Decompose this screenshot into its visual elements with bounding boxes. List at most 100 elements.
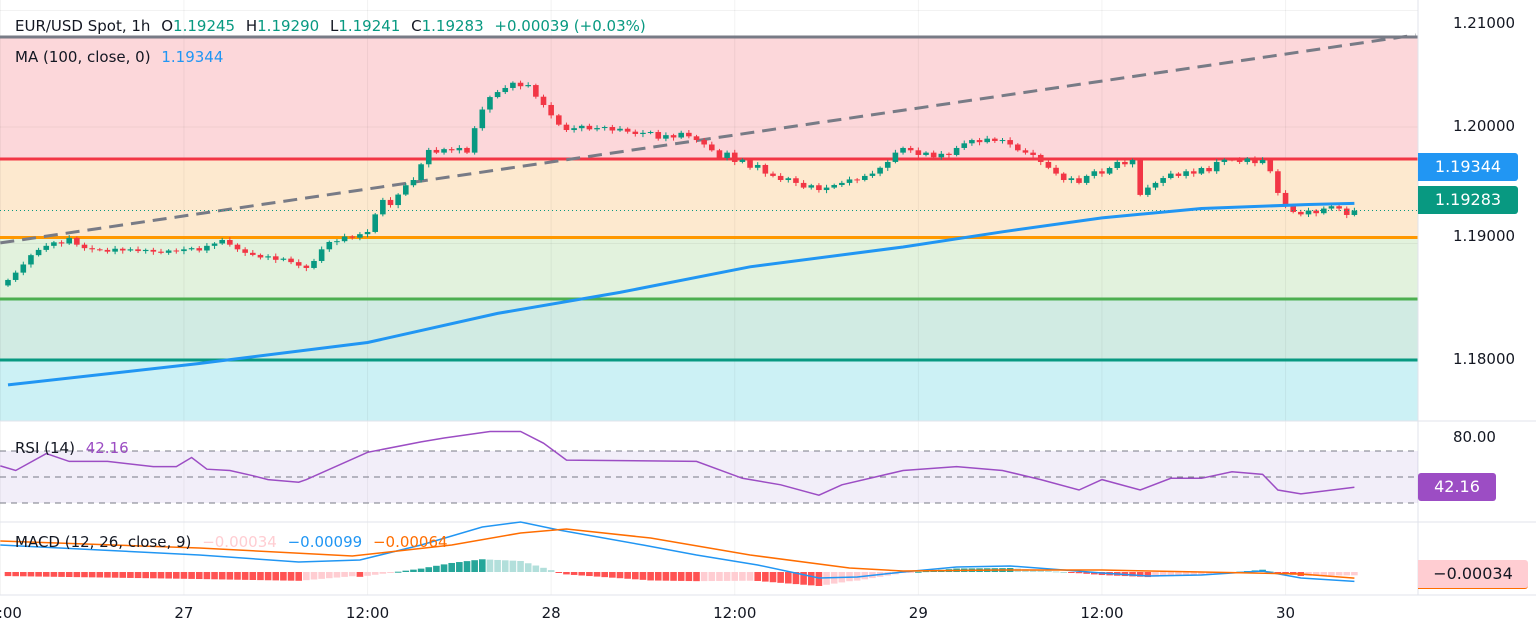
candle-body bbox=[288, 258, 294, 263]
candle-body bbox=[946, 153, 952, 155]
candle-body bbox=[89, 248, 95, 250]
candle-body bbox=[127, 249, 134, 251]
macd-histogram-bar bbox=[1198, 572, 1205, 576]
macd-histogram-bar bbox=[769, 572, 777, 583]
macd-histogram-bar bbox=[815, 572, 823, 586]
candle-body bbox=[112, 248, 118, 252]
candle-body bbox=[196, 248, 203, 251]
candle-body bbox=[1343, 208, 1350, 215]
macd-histogram-bar bbox=[295, 572, 302, 581]
candle-body bbox=[686, 132, 692, 137]
candle-body bbox=[173, 250, 180, 252]
candle-body bbox=[433, 149, 440, 153]
macd-histogram-bar bbox=[807, 572, 815, 586]
macd-histogram-bar bbox=[647, 572, 654, 581]
candle-body bbox=[227, 240, 233, 245]
candle-body bbox=[640, 132, 646, 134]
candle-body bbox=[563, 124, 570, 131]
candle-body bbox=[601, 127, 608, 129]
candle-body bbox=[357, 234, 363, 238]
time-tick: 30 bbox=[1276, 604, 1296, 622]
rsi-value-tag: 42.16 bbox=[1418, 473, 1496, 501]
candle-body bbox=[364, 231, 371, 235]
macd-histogram-bar bbox=[1152, 572, 1159, 577]
macd-histogram-bar bbox=[524, 563, 532, 572]
candle-body bbox=[341, 236, 348, 242]
macd-histogram-bar bbox=[241, 572, 249, 580]
time-tick: 12:00 bbox=[713, 604, 757, 622]
macd-histogram-bar bbox=[318, 572, 325, 579]
candle-body bbox=[1007, 140, 1013, 145]
macd-legend[interactable]: MACD (12, 26, close, 9) −0.00034 −0.0009… bbox=[15, 533, 454, 551]
macd-histogram-bar bbox=[616, 572, 624, 579]
macd-histogram-bar bbox=[1144, 572, 1152, 578]
candle-body bbox=[1145, 187, 1151, 195]
macd-histogram-bar bbox=[723, 572, 731, 581]
macd-histogram-bar bbox=[540, 567, 547, 572]
candle-body bbox=[28, 255, 34, 265]
macd-histogram-bar bbox=[677, 572, 685, 581]
time-tick: 27 bbox=[174, 604, 194, 622]
candle-body bbox=[349, 236, 356, 238]
macd-histogram-bar bbox=[915, 571, 922, 573]
candle-body bbox=[1267, 159, 1274, 172]
ma100-line bbox=[7, 201, 1355, 387]
candle-body bbox=[502, 87, 509, 93]
candle-body bbox=[58, 242, 65, 244]
ma-value: 1.19344 bbox=[161, 48, 224, 66]
macd-histogram-bar bbox=[448, 562, 455, 572]
candle-body bbox=[747, 159, 753, 168]
candle-body bbox=[35, 249, 42, 256]
macd-histogram-bar bbox=[341, 572, 348, 577]
candle-body bbox=[1083, 175, 1090, 183]
macd-histogram-bar bbox=[50, 572, 58, 577]
candle-body bbox=[1321, 208, 1327, 214]
ma-legend[interactable]: MA (100, close, 0) 1.19344 bbox=[15, 48, 229, 66]
macd-histogram-bar bbox=[394, 571, 402, 573]
macd-histogram-bar bbox=[1175, 572, 1182, 576]
candle-body bbox=[97, 249, 103, 251]
candle-body bbox=[43, 245, 50, 250]
candle-body bbox=[884, 161, 891, 168]
macd-histogram-bar bbox=[1320, 572, 1328, 576]
candle-body bbox=[1030, 152, 1036, 155]
macd-histogram-bar bbox=[547, 570, 555, 572]
candle-body bbox=[938, 153, 945, 158]
macd-histogram-bar bbox=[662, 572, 670, 581]
ohlc-high: H1.19290 bbox=[246, 17, 319, 35]
macd-histogram-bar bbox=[1205, 572, 1213, 575]
macd-histogram-bar bbox=[1136, 572, 1144, 577]
macd-histogram-bar bbox=[226, 572, 234, 580]
macd-histogram-bar bbox=[555, 572, 563, 573]
candle-body bbox=[739, 159, 746, 162]
candle-body bbox=[1336, 206, 1342, 209]
candle-body bbox=[81, 244, 88, 249]
candle-body bbox=[5, 279, 11, 286]
macd-histogram-bar bbox=[73, 572, 81, 578]
candle-body bbox=[1106, 168, 1113, 174]
macd-histogram-bar bbox=[1335, 572, 1343, 576]
macd-histogram-bar bbox=[111, 572, 119, 578]
macd-histogram-bar bbox=[280, 572, 287, 581]
candle-body bbox=[1190, 171, 1197, 174]
open-label: O bbox=[161, 17, 174, 35]
candle-body bbox=[1015, 144, 1021, 151]
macd-histogram-bar bbox=[1312, 572, 1320, 576]
candle-body bbox=[66, 237, 72, 244]
rsi-legend[interactable]: RSI (14) 42.16 bbox=[15, 439, 135, 457]
candle-body bbox=[158, 251, 164, 253]
macd-histogram-bar bbox=[1190, 572, 1198, 576]
candle-body bbox=[839, 182, 845, 186]
candle-body bbox=[517, 82, 524, 87]
high-label: H bbox=[245, 17, 258, 35]
candle-body bbox=[1022, 150, 1029, 153]
macd-histogram-bar bbox=[494, 559, 501, 572]
macd-histogram-bar bbox=[364, 572, 371, 576]
candle-body bbox=[1114, 161, 1121, 169]
macd-histogram-bar bbox=[1282, 572, 1289, 574]
candle-body bbox=[877, 167, 883, 174]
macd-histogram-bar bbox=[601, 572, 608, 578]
time-tick: 12:00 bbox=[0, 604, 22, 622]
candle-body bbox=[770, 173, 776, 176]
